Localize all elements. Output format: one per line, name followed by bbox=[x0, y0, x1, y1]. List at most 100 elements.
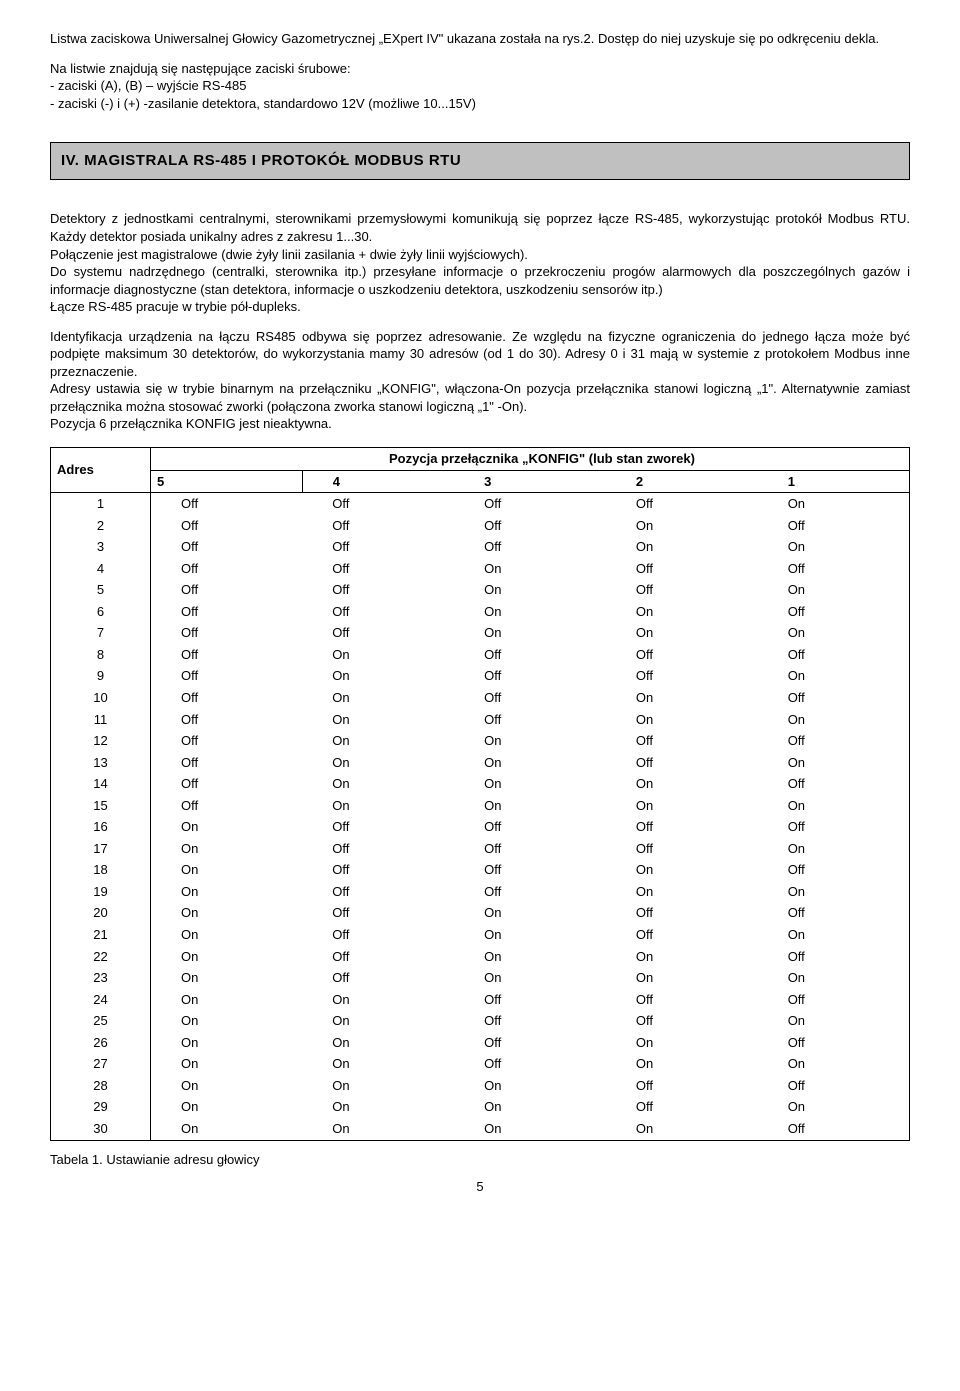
table-row: 12OffOnOnOffOff bbox=[51, 730, 910, 752]
cell-value: On bbox=[606, 515, 758, 537]
cell-address: 17 bbox=[51, 838, 151, 860]
cell-value: On bbox=[151, 1032, 303, 1054]
cell-value: On bbox=[606, 1032, 758, 1054]
cell-value: On bbox=[454, 795, 606, 817]
col-header-address: Adres bbox=[51, 448, 151, 493]
cell-value: Off bbox=[302, 859, 454, 881]
cell-address: 5 bbox=[51, 579, 151, 601]
cell-address: 16 bbox=[51, 816, 151, 838]
cell-address: 19 bbox=[51, 881, 151, 903]
cell-value: Off bbox=[454, 859, 606, 881]
cell-value: On bbox=[151, 816, 303, 838]
cell-address: 28 bbox=[51, 1075, 151, 1097]
cell-address: 20 bbox=[51, 902, 151, 924]
cell-value: Off bbox=[302, 622, 454, 644]
cell-value: On bbox=[151, 967, 303, 989]
cell-value: Off bbox=[758, 644, 910, 666]
body-paragraph-1: Detektory z jednostkami centralnymi, ste… bbox=[50, 210, 910, 315]
table-row: 5OffOffOnOffOn bbox=[51, 579, 910, 601]
cell-value: On bbox=[454, 946, 606, 968]
cell-value: On bbox=[151, 1010, 303, 1032]
cell-value: Off bbox=[606, 644, 758, 666]
cell-address: 24 bbox=[51, 989, 151, 1011]
cell-value: On bbox=[302, 665, 454, 687]
cell-address: 2 bbox=[51, 515, 151, 537]
cell-value: On bbox=[454, 579, 606, 601]
cell-value: Off bbox=[151, 601, 303, 623]
cell-value: On bbox=[606, 622, 758, 644]
cell-value: On bbox=[606, 687, 758, 709]
table-row: 16OnOffOffOffOff bbox=[51, 816, 910, 838]
cell-value: Off bbox=[454, 644, 606, 666]
table-row: 6OffOffOnOnOff bbox=[51, 601, 910, 623]
cell-address: 29 bbox=[51, 1096, 151, 1118]
cell-value: Off bbox=[302, 558, 454, 580]
table-row: 20OnOffOnOffOff bbox=[51, 902, 910, 924]
cell-value: On bbox=[758, 709, 910, 731]
table-row: 2OffOffOffOnOff bbox=[51, 515, 910, 537]
page-number: 5 bbox=[50, 1178, 910, 1196]
cell-value: Off bbox=[758, 989, 910, 1011]
cell-address: 10 bbox=[51, 687, 151, 709]
cell-value: On bbox=[758, 795, 910, 817]
cell-value: On bbox=[606, 709, 758, 731]
col-number: 5 bbox=[151, 470, 303, 493]
section-header: IV. MAGISTRALA RS-485 I PROTOKÓŁ MODBUS … bbox=[50, 142, 910, 180]
body-text: Do systemu nadrzędnego (centralki, stero… bbox=[50, 264, 910, 297]
cell-value: Off bbox=[758, 816, 910, 838]
cell-value: On bbox=[454, 1075, 606, 1097]
table-row: 13OffOnOnOffOn bbox=[51, 752, 910, 774]
cell-value: On bbox=[151, 859, 303, 881]
cell-address: 25 bbox=[51, 1010, 151, 1032]
cell-value: Off bbox=[758, 773, 910, 795]
cell-value: Off bbox=[606, 665, 758, 687]
cell-value: On bbox=[454, 601, 606, 623]
table-row: 8OffOnOffOffOff bbox=[51, 644, 910, 666]
cell-value: On bbox=[758, 579, 910, 601]
cell-value: On bbox=[151, 838, 303, 860]
cell-value: Off bbox=[454, 881, 606, 903]
cell-address: 11 bbox=[51, 709, 151, 731]
cell-value: Off bbox=[454, 1010, 606, 1032]
cell-value: On bbox=[606, 859, 758, 881]
cell-value: Off bbox=[302, 515, 454, 537]
cell-value: On bbox=[454, 730, 606, 752]
cell-address: 7 bbox=[51, 622, 151, 644]
cell-address: 14 bbox=[51, 773, 151, 795]
cell-value: On bbox=[758, 493, 910, 515]
cell-value: Off bbox=[758, 1075, 910, 1097]
cell-value: Off bbox=[151, 795, 303, 817]
cell-value: Off bbox=[151, 515, 303, 537]
cell-value: On bbox=[454, 752, 606, 774]
table-row: 3OffOffOffOnOn bbox=[51, 536, 910, 558]
body-text: Łącze RS-485 pracuje w trybie pół-duplek… bbox=[50, 299, 301, 314]
cell-value: Off bbox=[758, 1118, 910, 1140]
cell-value: Off bbox=[151, 558, 303, 580]
cell-value: On bbox=[454, 902, 606, 924]
cell-value: Off bbox=[302, 579, 454, 601]
cell-value: On bbox=[151, 1096, 303, 1118]
cell-value: On bbox=[606, 881, 758, 903]
cell-value: Off bbox=[606, 816, 758, 838]
cell-value: Off bbox=[758, 515, 910, 537]
cell-address: 27 bbox=[51, 1053, 151, 1075]
table-row: 30OnOnOnOnOff bbox=[51, 1118, 910, 1140]
body-text: Pozycja 6 przełącznika KONFIG jest nieak… bbox=[50, 416, 332, 431]
cell-address: 22 bbox=[51, 946, 151, 968]
col-number: 3 bbox=[454, 470, 606, 493]
cell-value: Off bbox=[606, 558, 758, 580]
cell-value: On bbox=[151, 924, 303, 946]
cell-value: Off bbox=[151, 665, 303, 687]
cell-value: Off bbox=[454, 493, 606, 515]
cell-value: On bbox=[302, 795, 454, 817]
cell-value: Off bbox=[302, 838, 454, 860]
cell-value: Off bbox=[302, 946, 454, 968]
cell-value: Off bbox=[151, 644, 303, 666]
cell-value: Off bbox=[758, 859, 910, 881]
table-row: 24OnOnOffOffOff bbox=[51, 989, 910, 1011]
cell-value: On bbox=[302, 730, 454, 752]
cell-value: On bbox=[151, 1075, 303, 1097]
cell-value: Off bbox=[151, 622, 303, 644]
cell-value: On bbox=[151, 989, 303, 1011]
cell-value: On bbox=[758, 1096, 910, 1118]
